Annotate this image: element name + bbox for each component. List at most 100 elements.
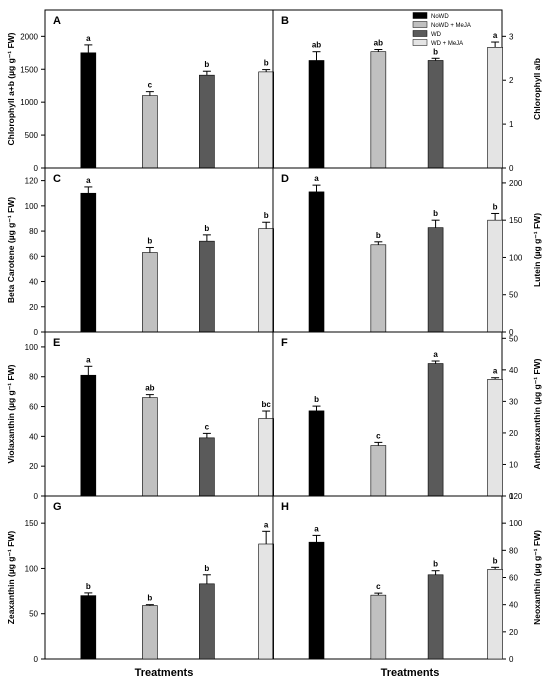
y-tick-label: 40 [29, 278, 38, 287]
significance-letter: c [205, 422, 210, 431]
y-tick-label: 150 [25, 519, 39, 528]
bar [199, 240, 215, 333]
panel-f: F 0 10 20 30 40 50 Antheraxanthin (µg g⁻¹ FW) b c… [272, 331, 542, 501]
significance-letter: ab [312, 41, 321, 50]
bar [80, 192, 97, 333]
panel-letter: B [281, 15, 289, 27]
significance-letter: b [433, 209, 438, 218]
significance-letter: b [147, 594, 152, 603]
significance-letter: b [433, 560, 438, 569]
bar [199, 74, 215, 169]
bar [427, 60, 444, 169]
y-tick-label: 10 [509, 460, 518, 469]
bar [142, 252, 158, 333]
bar [370, 594, 387, 660]
bar [370, 51, 387, 169]
panel-frame [272, 331, 503, 497]
legend-label: NoWD [431, 14, 449, 20]
bar [258, 418, 274, 497]
y-axis-label: Neoxanthin (µg g⁻¹ FW) [532, 530, 542, 625]
significance-letter: a [314, 524, 319, 533]
significance-letter: b [204, 564, 209, 573]
bar [308, 191, 325, 333]
bar [427, 363, 444, 497]
y-axis-label: Chlorophyll a/b [532, 58, 542, 120]
significance-letter: b [493, 202, 498, 211]
y-tick-label: 50 [29, 610, 38, 619]
significance-letter: a [493, 367, 498, 376]
significance-letter: c [376, 582, 381, 591]
bar [258, 71, 274, 169]
significance-letter: b [376, 231, 381, 240]
bar [308, 60, 325, 169]
bar [308, 541, 325, 660]
bar [80, 374, 97, 497]
panel-frame [272, 495, 503, 660]
panel-h: H 0 20 40 60 80 100 120 Neoxanthin (µg g⁻¹ FW) a c… [272, 492, 542, 664]
y-tick-label: 60 [29, 403, 38, 412]
panel-letter: A [53, 15, 61, 27]
bar [427, 227, 444, 333]
y-tick-label: 3 [509, 32, 514, 41]
y-tick-label: 80 [509, 546, 518, 555]
y-tick-label: 40 [509, 601, 518, 610]
significance-letter: b [433, 47, 438, 56]
y-tick-label: 2 [509, 76, 514, 85]
significance-letter: a [86, 355, 91, 364]
significance-letter: ab [145, 384, 154, 393]
y-tick-label: 40 [29, 432, 38, 441]
y-tick-label: 40 [509, 366, 518, 375]
panel-frame [44, 9, 274, 169]
bar [487, 379, 503, 497]
x-axis-label-left: Treatments [135, 667, 194, 679]
panel-letter: C [53, 173, 61, 185]
legend: NoWD NoWD + MeJA WD WD + MeJA [412, 12, 471, 47]
panel-frame [44, 495, 274, 660]
panel-letter: H [281, 501, 289, 513]
y-tick-label: 100 [509, 519, 523, 528]
panel-e: E 0 20 40 60 80 100 Violaxanthin (µg g⁻¹ FW) a ab… [6, 331, 274, 501]
panel-letter: G [53, 501, 62, 513]
y-tick-label: 50 [509, 291, 518, 300]
panel-a: A 0 500 1000 1500 2000 Chlorophyll a+b (µg g⁻¹… [6, 9, 274, 173]
y-tick-label: 0 [509, 328, 514, 337]
panel-letter: E [53, 337, 60, 349]
bar [487, 569, 503, 660]
significance-letter: b [314, 395, 319, 404]
bar [487, 219, 503, 333]
legend-swatch [412, 21, 428, 28]
y-tick-label: 100 [25, 343, 39, 352]
y-axis-label: Violaxanthin (µg g⁻¹ FW) [6, 364, 16, 463]
bar [199, 583, 215, 660]
y-tick-label: 0 [509, 164, 514, 173]
x-axis-label-right: Treatments [381, 667, 440, 679]
panel-c: C 0 20 40 60 80 100 120 Beta Carotene (µg g⁻¹ FW… [6, 167, 274, 337]
panel-frame [44, 167, 274, 333]
panel-frame [44, 331, 274, 497]
y-tick-label: 150 [509, 216, 523, 225]
significance-letter: a [433, 350, 438, 359]
y-tick-label: 60 [29, 252, 38, 261]
y-tick-label: 20 [509, 429, 518, 438]
y-tick-label: 0 [34, 492, 39, 501]
bar [199, 437, 215, 497]
y-tick-label: 1 [509, 120, 514, 129]
legend-swatch [412, 12, 428, 19]
significance-letter: a [314, 174, 319, 183]
legend-swatch [412, 30, 428, 37]
y-tick-label: 20 [509, 628, 518, 637]
y-tick-label: 200 [509, 179, 523, 188]
legend-label: NoWD + MeJA [431, 23, 471, 29]
y-axis-label: Chlorophyll a+b (µg g⁻¹ FW) [6, 32, 16, 145]
bar [427, 574, 444, 660]
bar [308, 410, 325, 497]
legend-label: WD + MeJA [431, 41, 463, 47]
significance-letter: b [86, 582, 91, 591]
y-tick-label: 0 [34, 164, 39, 173]
panel-d: D 0 50 100 150 200 Lutein (µg g⁻¹ FW) a b b b [272, 167, 542, 337]
y-axis-label: Lutein (µg g⁻¹ FW) [532, 213, 542, 287]
y-tick-label: 20 [29, 462, 38, 471]
bar [258, 228, 274, 333]
